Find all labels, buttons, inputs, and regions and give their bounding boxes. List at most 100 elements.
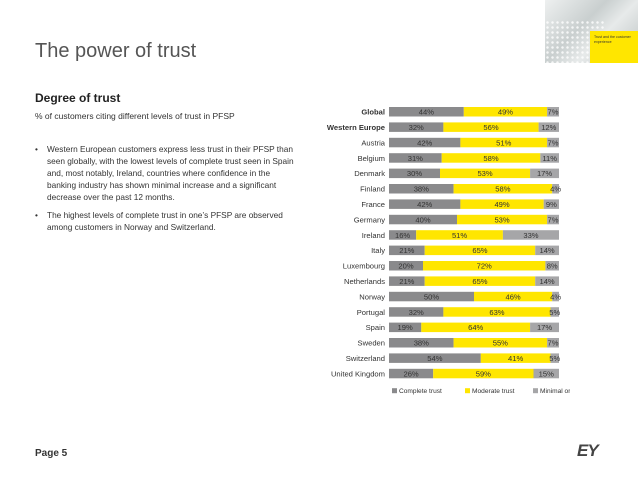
data-label-complete-trust-global: 44%: [419, 108, 434, 117]
bar-complete-trust-france: [389, 199, 461, 209]
legend-swatch-moderate-trust: [465, 388, 470, 394]
bar-complete-trust-portugal: [389, 307, 444, 317]
bar-moderate-trust-portugal: [443, 307, 551, 317]
data-label-complete-trust-germany: 40%: [415, 215, 430, 224]
bar-moderate-trust-global: [463, 107, 548, 117]
data-label-complete-trust-sweden: 38%: [414, 339, 429, 348]
bar-minimal-or-no-trust-netherlands: [535, 276, 559, 286]
data-label-moderate-trust-sweden: 55%: [493, 339, 508, 348]
data-label-complete-trust-united-kingdom: 26%: [403, 369, 418, 378]
bar-complete-trust-norway: [389, 291, 474, 302]
data-label-minimal-or-no-trust-austria: 7%: [548, 138, 559, 147]
category-label-denmark: Denmark: [354, 169, 385, 178]
data-label-complete-trust-belgium: 31%: [408, 154, 423, 163]
bullet-item: • The highest levels of complete trust in…: [35, 209, 297, 233]
bar-minimal-or-no-trust-united-kingdom: [533, 368, 559, 379]
data-label-minimal-or-no-trust-norway: 4%: [550, 292, 561, 301]
data-label-minimal-or-no-trust-luxembourg: 8%: [547, 262, 558, 271]
category-label-united-kingdom: United Kingdom: [331, 369, 385, 378]
data-label-minimal-or-no-trust-sweden: 7%: [548, 339, 559, 348]
bar-complete-trust-luxembourg: [389, 261, 423, 271]
bar-minimal-or-no-trust-portugal: [550, 307, 559, 317]
bullet-dot-icon: •: [35, 144, 38, 154]
bar-minimal-or-no-trust-luxembourg: [545, 261, 559, 271]
data-label-moderate-trust-germany: 53%: [494, 215, 509, 224]
bar-minimal-or-no-trust-belgium: [540, 153, 559, 163]
data-label-moderate-trust-luxembourg: 72%: [477, 262, 492, 271]
data-label-moderate-trust-denmark: 53%: [477, 169, 492, 178]
bullet-text: Western European customers express less …: [47, 144, 294, 202]
bar-moderate-trust-sweden: [453, 338, 548, 348]
data-label-minimal-or-no-trust-global: 7%: [548, 108, 559, 117]
bar-moderate-trust-austria: [460, 137, 548, 148]
bar-complete-trust-italy: [389, 245, 425, 256]
bar-complete-trust-spain: [389, 322, 422, 333]
data-label-minimal-or-no-trust-spain: 17%: [537, 323, 552, 332]
category-label-germany: Germany: [354, 215, 385, 224]
bar-moderate-trust-ireland: [416, 230, 503, 240]
section-subtitle: Degree of trust: [35, 91, 121, 105]
data-label-minimal-or-no-trust-belgium: 11%: [542, 154, 557, 163]
data-label-minimal-or-no-trust-france: 9%: [546, 200, 557, 209]
trust-stacked-bar-chart: Global 44% 49% 7% Western Europe 32% 56% 12% Aus…: [327, 107, 570, 395]
data-label-moderate-trust-global: 49%: [498, 108, 513, 117]
data-label-moderate-trust-portugal: 63%: [489, 308, 504, 317]
bar-moderate-trust-finland: [453, 184, 553, 194]
category-label-global: Global: [361, 108, 385, 117]
data-label-moderate-trust-western-europe: 56%: [483, 123, 498, 132]
bullet-list: • Western European customers express less…: [35, 143, 297, 239]
bar-complete-trust-united-kingdom: [389, 368, 434, 379]
data-label-moderate-trust-belgium: 58%: [483, 154, 498, 163]
bullet-dot-icon: •: [35, 210, 38, 220]
category-label-belgium: Belgium: [358, 154, 385, 163]
bar-minimal-or-no-trust-germany: [547, 214, 559, 225]
category-label-spain: Spain: [366, 323, 385, 332]
data-label-minimal-or-no-trust-finland: 4%: [550, 185, 561, 194]
bullet-text: The highest levels of complete trust in …: [47, 210, 283, 232]
category-label-western-europe: Western Europe: [327, 123, 385, 132]
data-label-minimal-or-no-trust-germany: 7%: [548, 215, 559, 224]
page-title: The power of trust: [35, 40, 197, 62]
category-label-norway: Norway: [359, 292, 385, 301]
bar-minimal-or-no-trust-spain: [530, 322, 559, 333]
bar-complete-trust-ireland: [389, 230, 417, 240]
data-label-minimal-or-no-trust-italy: 14%: [539, 246, 554, 255]
bar-moderate-trust-spain: [421, 322, 531, 333]
data-label-complete-trust-italy: 21%: [399, 246, 414, 255]
bar-minimal-or-no-trust-western-europe: [538, 122, 559, 132]
data-label-complete-trust-luxembourg: 20%: [398, 262, 413, 271]
data-label-moderate-trust-netherlands: 65%: [472, 277, 487, 286]
ey-logo: EY: [577, 441, 599, 460]
category-label-france: France: [361, 200, 385, 209]
bar-moderate-trust-luxembourg: [423, 261, 546, 271]
bar-minimal-or-no-trust-norway: [552, 291, 559, 302]
bar-complete-trust-belgium: [389, 153, 442, 163]
report-badge-text: Trust and the customer experience: [594, 35, 631, 44]
bar-moderate-trust-western-europe: [443, 122, 539, 132]
bar-minimal-or-no-trust-austria: [547, 137, 559, 148]
category-label-finland: Finland: [360, 185, 385, 194]
data-label-moderate-trust-switzerland: 41%: [508, 354, 523, 363]
data-label-moderate-trust-spain: 64%: [468, 323, 483, 332]
report-badge: Trust and the customer experience: [590, 31, 638, 63]
legend-label-moderate-trust: Moderate trust: [472, 388, 515, 395]
bar-complete-trust-netherlands: [389, 276, 425, 286]
legend-swatch-complete-trust: [392, 388, 397, 394]
legend-label-complete-trust: Complete trust: [399, 388, 442, 395]
bar-minimal-or-no-trust-denmark: [530, 168, 559, 179]
category-label-sweden: Sweden: [358, 339, 385, 348]
legend-label-minimal-or-no-trust: Minimal or no trust: [540, 388, 570, 395]
bar-minimal-or-no-trust-global: [547, 107, 559, 117]
data-label-moderate-trust-france: 49%: [494, 200, 509, 209]
bar-moderate-trust-germany: [457, 214, 548, 225]
bar-minimal-or-no-trust-switzerland: [550, 353, 559, 363]
data-label-complete-trust-france: 42%: [417, 200, 432, 209]
data-label-complete-trust-norway: 50%: [424, 292, 439, 301]
bar-minimal-or-no-trust-finland: [552, 184, 559, 194]
bar-complete-trust-austria: [389, 137, 461, 148]
category-label-portugal: Portugal: [357, 308, 386, 317]
data-label-minimal-or-no-trust-ireland: 33%: [523, 231, 538, 240]
bar-moderate-trust-united-kingdom: [433, 368, 534, 379]
bar-complete-trust-switzerland: [389, 353, 481, 363]
bar-minimal-or-no-trust-sweden: [547, 338, 559, 348]
